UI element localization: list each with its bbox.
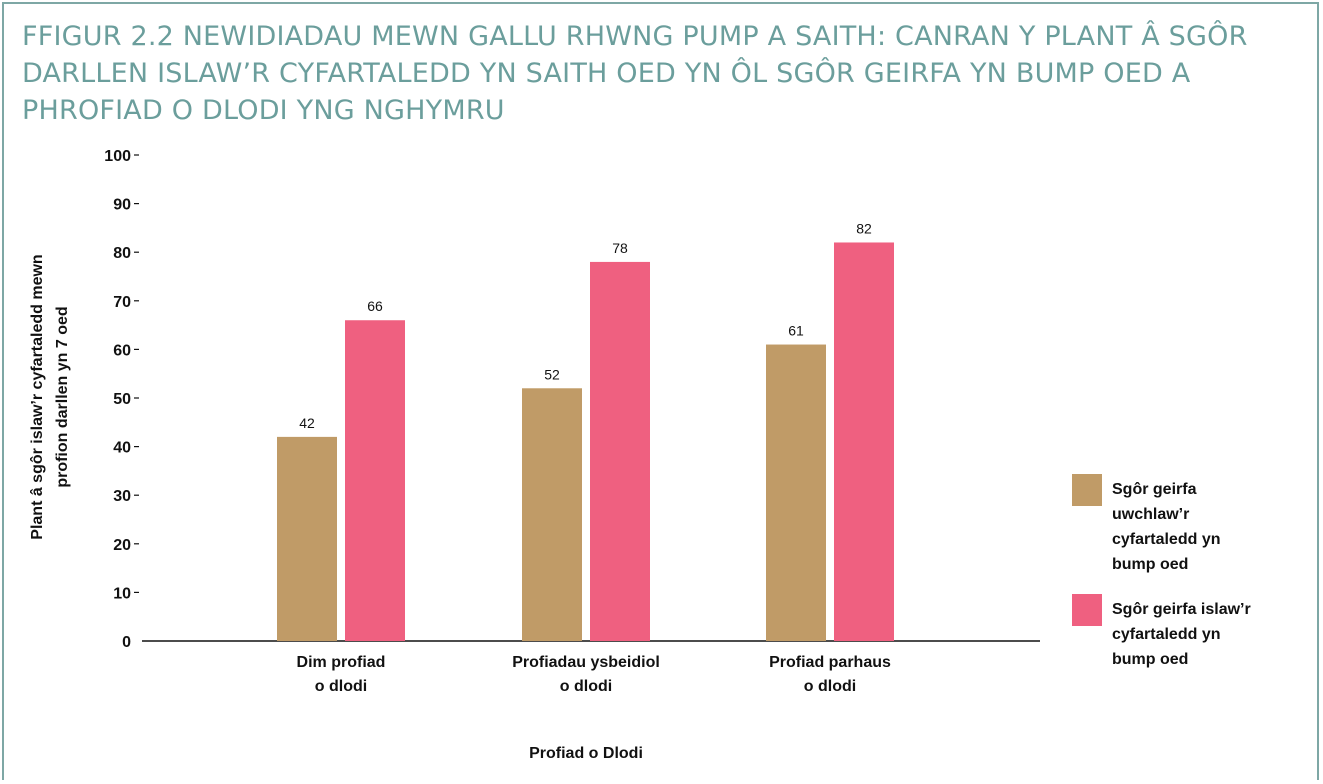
bar-series2-cat1 [345,320,405,641]
x-category-label-1-line1: Dim profiad [297,654,386,671]
y-tick-label-50: 50 [113,391,131,408]
chart-title: FFIGUR 2.2 NEWIDIADAU MEWN GALLU RHWNG P… [22,21,1248,126]
data-label-series2-cat1: 66 [367,298,383,314]
legend-label-1-line3: cyfartaledd yn [1112,531,1220,548]
data-label-series1-cat2: 52 [544,366,560,382]
y-tick-label-80: 80 [113,245,131,262]
y-tick-label-30: 30 [113,488,131,505]
y-axis-title-line1: Plant â sgôr islaw’r cyfartaledd mewn [29,254,46,539]
bar-series1-cat2 [522,388,582,641]
bar-series2-cat3 [834,242,894,642]
y-tick-label-70: 70 [113,294,131,311]
data-label-series1-cat3: 61 [788,323,804,339]
y-axis-title-line2: profion darllen yn 7 oed [54,306,71,487]
x-category-label-2-line2: o dlodi [560,678,612,695]
y-tick-label-90: 90 [113,197,131,214]
data-label-series1-cat1: 42 [299,415,315,431]
data-label-series2-cat2: 78 [612,240,628,256]
y-tick-label-40: 40 [113,440,131,457]
x-category-label-3-line1: Profiad parhaus [769,654,891,671]
y-tick-label-0: 0 [122,634,131,651]
bar-series2-cat2 [590,261,650,641]
legend-swatch-1 [1072,474,1102,506]
data-label-series2-cat3: 82 [856,220,872,236]
y-tick-label-60: 60 [113,342,131,359]
x-axis-title: Profiad o Dlodi [529,745,643,762]
y-tick-label-100: 100 [104,148,131,165]
legend-label-1-line4: bump oed [1112,556,1188,573]
bar-series1-cat3 [766,344,826,641]
legend-label-2-line1: Sgôr geirfa islaw’r [1112,601,1251,618]
legend-label-2-line2: cyfartaledd yn [1112,626,1220,643]
x-category-label-1-line2: o dlodi [315,678,367,695]
bar-series1-cat1 [277,436,337,641]
y-tick-label-20: 20 [113,537,131,554]
x-category-label-3-line2: o dlodi [804,678,856,695]
legend-label-2-line3: bump oed [1112,651,1188,668]
legend-label-1-line1: Sgôr geirfa [1112,481,1197,498]
x-category-label-2-line1: Profiadau ysbeidiol [512,654,660,671]
legend-swatch-2 [1072,594,1102,626]
legend-label-1-line2: uwchlaw’r [1112,506,1189,523]
y-tick-label-10: 10 [113,585,131,602]
